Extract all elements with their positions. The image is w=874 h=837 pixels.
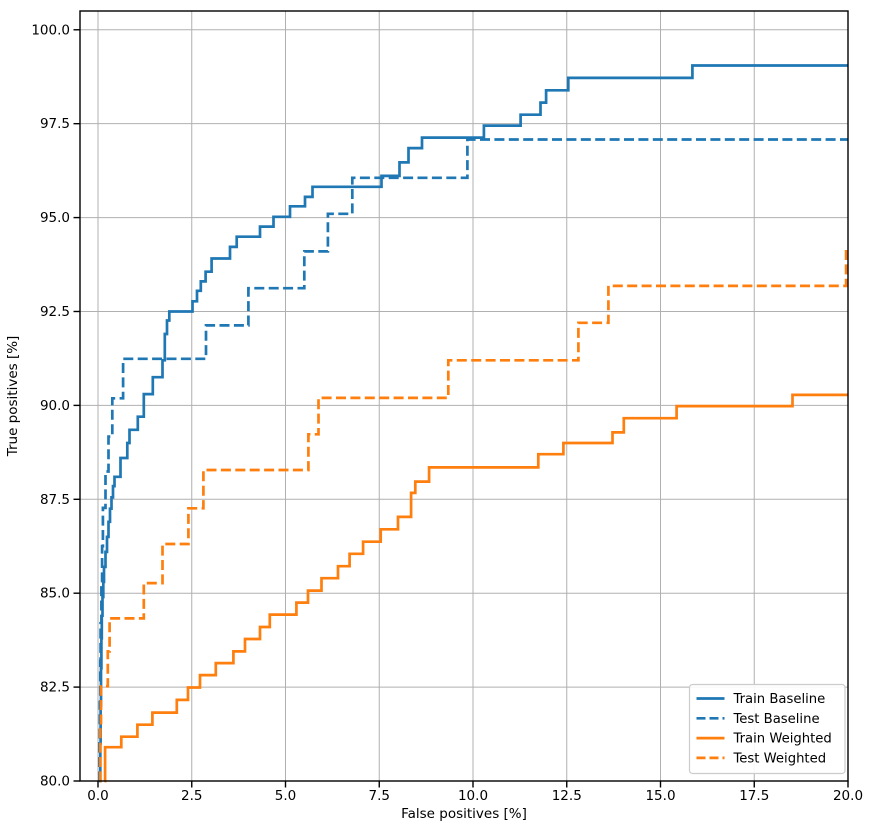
y-tick-label: 90.0 [40,398,70,414]
legend-label: Test Weighted [733,752,827,767]
curve-train-weighted [103,393,848,783]
y-tick-label: 87.5 [40,492,70,508]
grid-lines [80,11,849,782]
legend-label: Test Baseline [733,712,820,727]
axes-spines [79,10,849,782]
legend-label: Train Baseline [733,692,826,707]
x-tick-label: 12.5 [552,788,582,804]
curve-train-baseline [98,64,848,783]
x-tick-label: 2.5 [181,788,202,804]
y-tick-label: 97.5 [40,116,70,132]
y-tick-label: 80.0 [40,774,70,790]
curves [98,64,848,783]
curve-test-weighted [98,247,848,783]
plot-border [79,10,849,782]
x-tick-label: 15.0 [645,788,675,804]
x-tick-label: 7.5 [369,788,390,804]
x-tick-label: 20.0 [833,788,863,804]
x-tick-label: 17.5 [739,788,769,804]
y-tick-label: 100.0 [31,22,70,38]
x-tick-label: 10.0 [458,788,488,804]
y-tick-label: 95.0 [40,210,70,226]
axis-ticks [73,29,849,788]
legend-box [688,683,846,775]
y-axis-title: True positives [%] [5,336,21,458]
legend-label: Train Weighted [733,732,832,747]
y-tick-label: 85.0 [40,586,70,602]
x-axis-title: False positives [%] [401,806,527,822]
legend: Train Baseline Test Baseline Train Weighte… [688,683,846,775]
x-tick-label: 0.0 [87,788,108,804]
curve-test-baseline [98,138,848,783]
y-tick-label: 92.5 [40,304,70,320]
tick-labels: 0.0 2.5 5.0 7.5 10.0 12.5 15.0 17.5 20.0 80.0 82.5… [31,22,863,804]
y-tick-label: 82.5 [40,680,70,696]
x-tick-label: 5.0 [275,788,296,804]
